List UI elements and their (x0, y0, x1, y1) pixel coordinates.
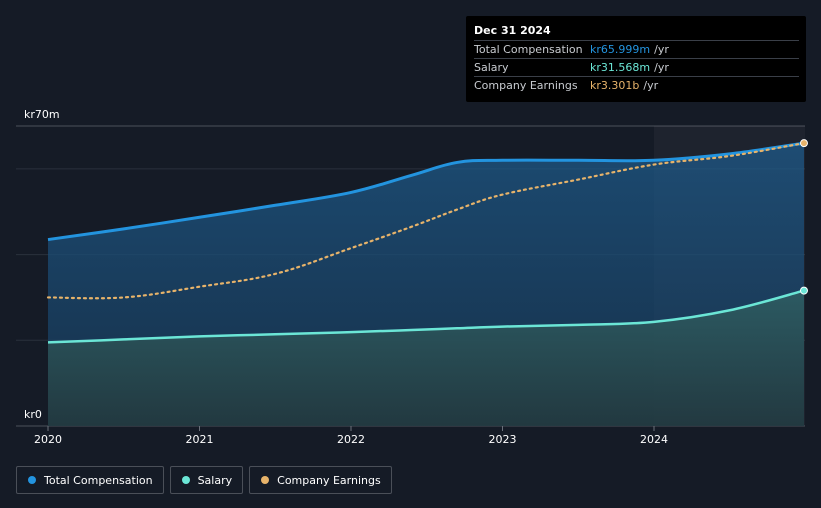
tooltip-unit: /yr (643, 79, 659, 92)
legend-label: Company Earnings (277, 473, 381, 487)
tooltip-label: Total Compensation (474, 43, 583, 56)
legend-item-salary[interactable]: Salary (169, 466, 244, 494)
x-tick-label: 2021 (186, 433, 214, 446)
salary-line (47, 289, 805, 344)
tooltip-value: kr3.301b (590, 79, 640, 92)
tooltip: Dec 31 2024 Total Compensation kr65.999m… (466, 16, 806, 102)
tooltip-value: kr31.568m (590, 61, 651, 74)
tooltip-value: kr65.999m (590, 43, 651, 56)
legend-label: Salary (197, 473, 233, 487)
x-tick-label: 2022 (337, 433, 365, 446)
company-earnings-line (46, 142, 806, 300)
legend-label: Total Compensation (44, 473, 153, 487)
x-tick-label: 2020 (34, 433, 62, 446)
salary-end-marker (799, 286, 808, 295)
company-earnings-end-marker (799, 139, 808, 148)
tooltip-date: Dec 31 2024 (474, 24, 551, 37)
tooltip-unit: /yr (654, 43, 669, 56)
x-tick-label: 2024 (640, 433, 668, 446)
legend: Total Compensation Salary Company Earnin… (16, 466, 392, 494)
x-tick-label: 2023 (489, 433, 517, 446)
legend-item-company-earnings[interactable]: Company Earnings (249, 466, 392, 494)
tooltip-row-salary: Salary kr31.568m /yr (474, 58, 799, 76)
legend-item-total-compensation[interactable]: Total Compensation (16, 466, 164, 494)
y-axis-top-label: kr70m (24, 108, 60, 121)
tooltip-row-company-earnings: Company Earnings kr3.301b /yr (474, 76, 799, 94)
legend-dot-icon (28, 476, 36, 484)
y-axis-bottom-label: kr0 (24, 408, 42, 421)
total-compensation-line (47, 141, 805, 242)
tooltip-unit: /yr (654, 61, 669, 74)
legend-dot-icon (181, 476, 190, 484)
tooltip-label: Company Earnings (474, 79, 578, 92)
legend-dot-icon (261, 476, 270, 484)
tooltip-label: Salary (474, 61, 509, 74)
tooltip-row-total-compensation: Total Compensation kr65.999m /yr (474, 40, 799, 58)
